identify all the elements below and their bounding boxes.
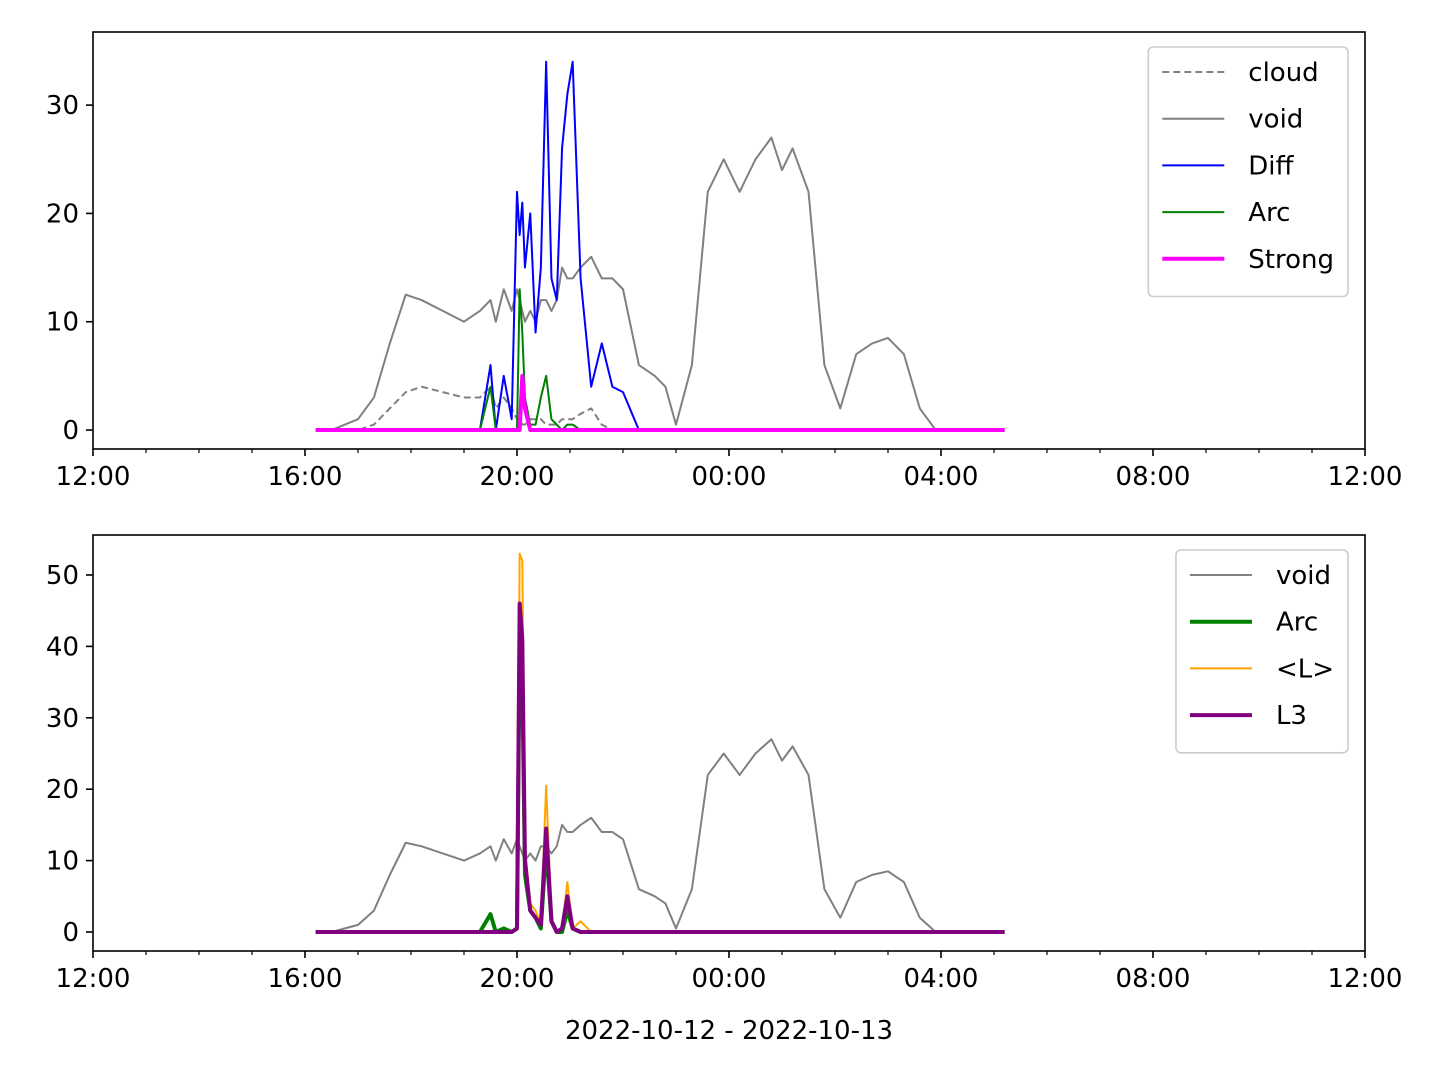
- legend-label: void: [1276, 561, 1331, 591]
- y-tick-label: 50: [46, 561, 79, 591]
- legend-label: Arc: [1276, 608, 1318, 638]
- series-line: [315, 601, 1005, 935]
- x-tick-label: 12:00: [1328, 964, 1403, 994]
- legend-label: Arc: [1248, 198, 1290, 228]
- x-tick-label: 04:00: [904, 964, 979, 994]
- legend-label: <L>: [1276, 654, 1334, 684]
- x-tick-label: 12:00: [56, 964, 131, 994]
- legend: void Arc <L> L3: [1175, 549, 1349, 754]
- y-tick-label: 30: [46, 91, 79, 121]
- y-tick-label: 30: [46, 704, 79, 734]
- legend-label: Strong: [1248, 245, 1334, 275]
- x-tick-label: 20:00: [480, 462, 555, 492]
- y-tick-label: 0: [62, 918, 79, 948]
- legend-label: L3: [1276, 701, 1307, 731]
- axes: 0 10 20 30 12:00 16:00 20:00 00:00 04:00 08:00 12:…: [46, 31, 1403, 492]
- legend-label: Diff: [1248, 151, 1294, 181]
- series-line: [315, 373, 1005, 433]
- x-tick-label: 04:00: [904, 462, 979, 492]
- legend: cloud void Diff Arc Strong: [1147, 46, 1349, 298]
- x-tick-label: 08:00: [1116, 462, 1191, 492]
- axes: 0 10 20 30 40 50 12:00 16:00 20:00 00:00 04:00 08:0…: [46, 534, 1403, 1046]
- y-tick-label: 10: [46, 847, 79, 877]
- x-tick-label: 12:00: [56, 462, 131, 492]
- y-tick-label: 10: [46, 308, 79, 338]
- y-tick-label: 20: [46, 199, 79, 229]
- y-tick-label: 40: [46, 632, 79, 662]
- x-tick-label: 16:00: [268, 462, 343, 492]
- x-tick-label: 00:00: [692, 964, 767, 994]
- legend-label: cloud: [1248, 58, 1318, 88]
- y-tick-label: 20: [46, 775, 79, 805]
- legend-frame: [1175, 549, 1349, 754]
- x-tick-label: 12:00: [1328, 462, 1403, 492]
- series-line: [315, 738, 1005, 934]
- y-tick-label: 0: [62, 416, 79, 446]
- x-tick-label: 20:00: [480, 964, 555, 994]
- legend-label: void: [1248, 105, 1303, 135]
- legend-frame: [1147, 46, 1349, 298]
- x-tick-label: 00:00: [692, 462, 767, 492]
- x-axis-label: 2022-10-12 - 2022-10-13: [565, 1016, 893, 1046]
- x-tick-label: 08:00: [1116, 964, 1191, 994]
- x-tick-label: 16:00: [268, 964, 343, 994]
